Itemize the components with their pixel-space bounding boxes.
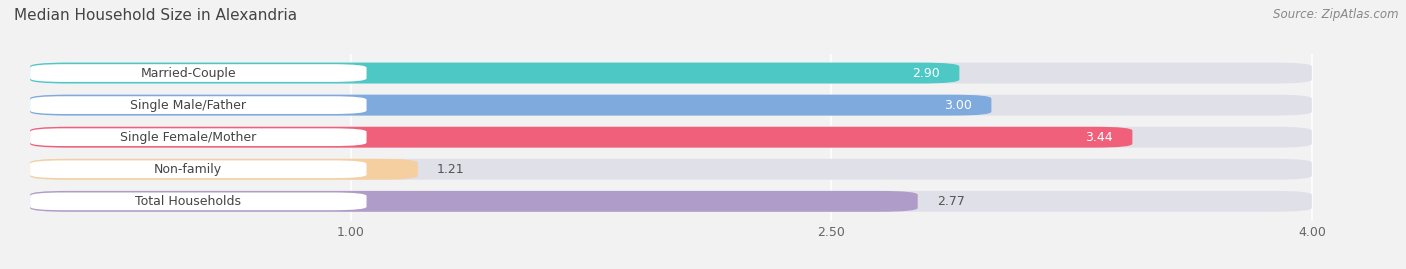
FancyBboxPatch shape [30,128,367,146]
Text: Single Female/Mother: Single Female/Mother [120,131,256,144]
Text: 3.44: 3.44 [1085,131,1114,144]
FancyBboxPatch shape [30,127,1132,148]
FancyBboxPatch shape [30,159,1312,180]
FancyBboxPatch shape [30,191,1312,212]
FancyBboxPatch shape [30,193,367,210]
FancyBboxPatch shape [30,96,367,114]
FancyBboxPatch shape [30,95,991,116]
Text: Median Household Size in Alexandria: Median Household Size in Alexandria [14,8,297,23]
Text: 2.77: 2.77 [936,195,965,208]
FancyBboxPatch shape [30,63,1312,83]
FancyBboxPatch shape [30,63,959,83]
FancyBboxPatch shape [30,64,367,82]
Text: 2.90: 2.90 [912,66,941,80]
Text: 1.21: 1.21 [437,163,464,176]
Text: 3.00: 3.00 [945,99,972,112]
FancyBboxPatch shape [30,191,918,212]
Text: Non-family: Non-family [155,163,222,176]
FancyBboxPatch shape [30,95,1312,116]
Text: Married-Couple: Married-Couple [141,66,236,80]
Text: Source: ZipAtlas.com: Source: ZipAtlas.com [1274,8,1399,21]
Text: Total Households: Total Households [135,195,242,208]
FancyBboxPatch shape [30,127,1312,148]
FancyBboxPatch shape [30,159,418,180]
FancyBboxPatch shape [30,160,367,178]
Text: Single Male/Father: Single Male/Father [131,99,246,112]
